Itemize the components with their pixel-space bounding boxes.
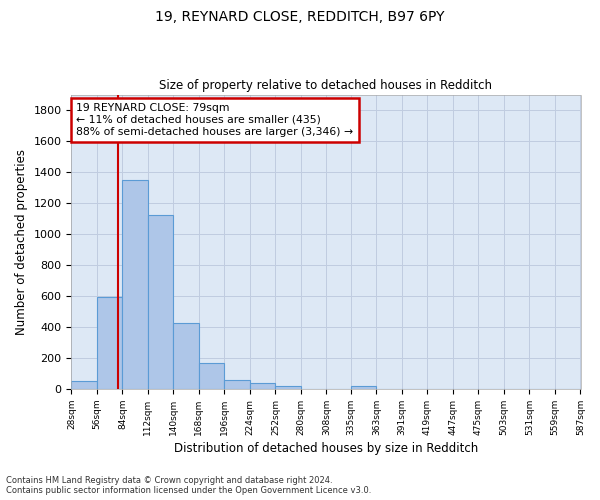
Bar [122, 180, 148, 389]
Bar [275, 386, 301, 389]
Bar [250, 383, 275, 389]
Title: Size of property relative to detached houses in Redditch: Size of property relative to detached ho… [160, 79, 493, 92]
Bar [71, 381, 97, 389]
Bar [351, 386, 376, 389]
Text: 19 REYNARD CLOSE: 79sqm
← 11% of detached houses are smaller (435)
88% of semi-d: 19 REYNARD CLOSE: 79sqm ← 11% of detache… [76, 104, 353, 136]
Bar [224, 380, 250, 389]
Y-axis label: Number of detached properties: Number of detached properties [15, 149, 28, 335]
X-axis label: Distribution of detached houses by size in Redditch: Distribution of detached houses by size … [174, 442, 478, 455]
Text: 19, REYNARD CLOSE, REDDITCH, B97 6PY: 19, REYNARD CLOSE, REDDITCH, B97 6PY [155, 10, 445, 24]
Bar [97, 297, 122, 389]
Text: Contains HM Land Registry data © Crown copyright and database right 2024.
Contai: Contains HM Land Registry data © Crown c… [6, 476, 371, 495]
Bar [148, 216, 173, 389]
Bar [199, 362, 224, 389]
Bar [173, 323, 199, 389]
